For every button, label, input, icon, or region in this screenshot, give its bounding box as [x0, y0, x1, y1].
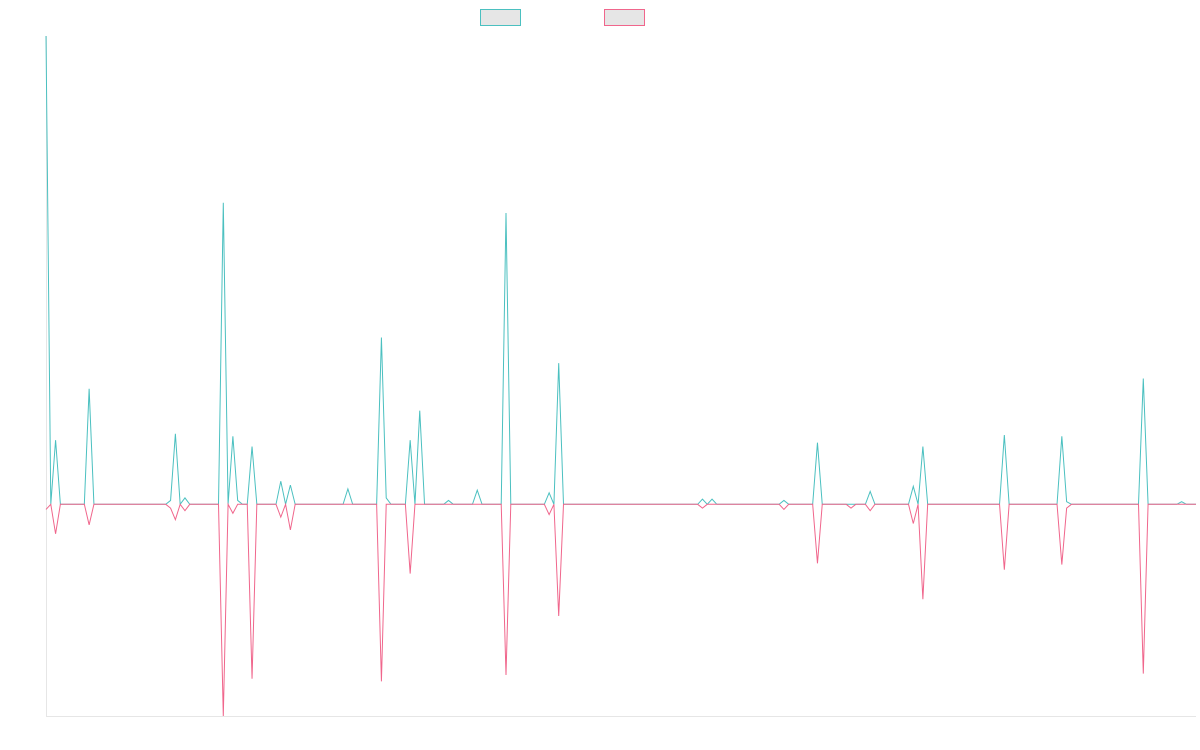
legend-swatch-1[interactable]: [480, 9, 521, 26]
series-group: [45, 35, 1196, 717]
series-line-2: [45, 502, 1196, 717]
legend: [480, 9, 645, 26]
series-line-1: [45, 35, 1196, 506]
legend-swatch-2[interactable]: [604, 9, 645, 26]
